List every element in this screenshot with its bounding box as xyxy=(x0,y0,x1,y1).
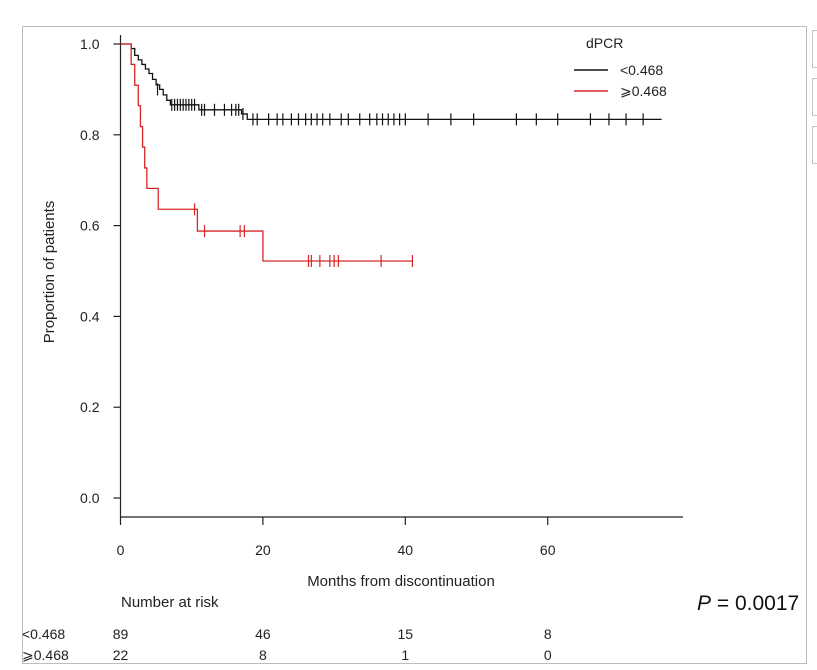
risk-count: 46 xyxy=(255,626,271,642)
x-tick-label: 0 xyxy=(117,542,125,558)
x-axis-label: Months from discontinuation xyxy=(307,573,495,590)
risk-count: 89 xyxy=(113,626,129,642)
side-panel-box xyxy=(812,126,817,164)
risk-table: Number at risk <0.468 89 46 15 8 ⩾0.468 22 8 1 0 xyxy=(22,594,552,663)
risk-count: 8 xyxy=(544,626,552,642)
figure-frame xyxy=(22,26,807,664)
p-value-symbol: P xyxy=(697,592,712,615)
km-curve-series-1 xyxy=(120,43,662,121)
y-tick-label: 0.0 xyxy=(80,490,100,506)
side-panel-box xyxy=(812,30,817,68)
risk-count: 15 xyxy=(398,626,414,642)
y-tick-label: 1.0 xyxy=(80,36,100,52)
side-panel-box xyxy=(812,78,817,116)
y-tick-label: 0.6 xyxy=(80,218,100,234)
p-value-annotation: P = 0.0017 xyxy=(697,592,799,616)
plot-area xyxy=(120,43,662,268)
risk-count: 22 xyxy=(113,647,129,663)
x-tick-label: 40 xyxy=(398,542,414,558)
p-value-text: = 0.0017 xyxy=(711,592,800,615)
y-tick-label: 0.8 xyxy=(80,127,100,143)
km-curve-series-2 xyxy=(120,43,413,262)
x-tick-label: 60 xyxy=(540,542,556,558)
legend-title: dPCR xyxy=(586,35,623,51)
y-tick-label: 0.2 xyxy=(80,399,100,415)
risk-row-label: <0.468 xyxy=(22,626,65,642)
y-tick-label: 0.4 xyxy=(80,308,100,324)
legend-label: <0.468 xyxy=(620,62,663,78)
risk-count: 1 xyxy=(401,647,409,663)
risk-row-label: ⩾0.468 xyxy=(22,647,69,663)
risk-count: 8 xyxy=(259,647,267,663)
risk-count: 0 xyxy=(544,647,552,663)
legend-label: ⩾0.468 xyxy=(620,83,667,99)
y-axis-label: Proportion of patients xyxy=(41,201,58,344)
x-tick-label: 20 xyxy=(255,542,271,558)
axes: 0.0 0.2 0.4 0.6 0.8 1.0 0 20 40 60 Months from dis… xyxy=(41,35,683,590)
risk-table-title: Number at risk xyxy=(121,594,219,611)
legend: dPCR <0.468 ⩾0.468 xyxy=(574,35,667,99)
